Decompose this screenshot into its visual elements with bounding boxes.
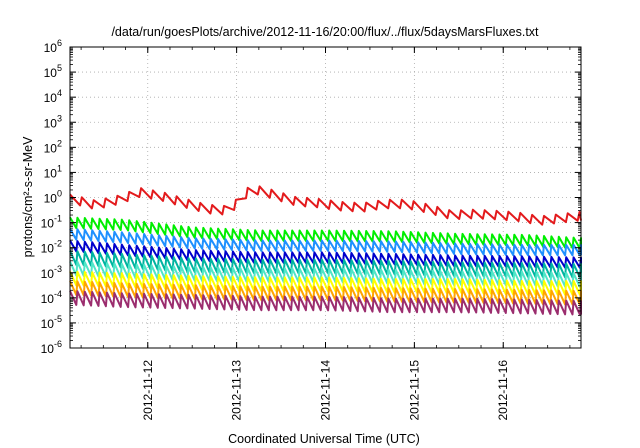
chart-title: /data/run/goesPlots/archive/2012-11-16/2… bbox=[111, 25, 539, 39]
y-tick-exponent: -2 bbox=[54, 239, 62, 249]
y-tick-base: 10 bbox=[41, 217, 55, 231]
y-tick-label: 101 bbox=[44, 163, 62, 180]
series-line-2 bbox=[69, 216, 582, 250]
y-tick-label: 10-5 bbox=[41, 314, 62, 331]
y-tick-exponent: -1 bbox=[54, 214, 62, 224]
y-tick-base: 10 bbox=[44, 91, 58, 105]
x-tick-label: 2012-11-12 bbox=[141, 360, 155, 421]
y-tick-exponent: 0 bbox=[57, 189, 62, 199]
series-lines bbox=[69, 185, 582, 316]
y-tick-exponent: -4 bbox=[54, 289, 62, 299]
y-tick-base: 10 bbox=[44, 141, 58, 155]
y-tick-base: 10 bbox=[41, 242, 55, 256]
y-tick-base: 10 bbox=[44, 66, 58, 80]
y-tick-label: 102 bbox=[44, 138, 62, 155]
y-tick-base: 10 bbox=[41, 292, 55, 306]
y-tick-base: 10 bbox=[44, 41, 58, 55]
y-tick-exponent: -3 bbox=[54, 264, 62, 274]
y-tick-label: 100 bbox=[44, 189, 62, 206]
y-tick-label: 103 bbox=[44, 113, 62, 130]
y-tick-label: 10-3 bbox=[41, 264, 62, 281]
series-line-1 bbox=[69, 185, 582, 226]
y-tick-base: 10 bbox=[41, 342, 55, 356]
y-tick-exponent: 1 bbox=[57, 163, 62, 173]
y-tick-exponent: 3 bbox=[57, 113, 62, 123]
y-tick-label: 104 bbox=[44, 88, 62, 105]
y-tick-label: 105 bbox=[44, 63, 62, 80]
y-tick-base: 10 bbox=[44, 192, 58, 206]
x-tick-label: 2012-11-13 bbox=[230, 360, 244, 421]
y-tick-exponent: 2 bbox=[57, 138, 62, 148]
y-tick-exponent: -6 bbox=[54, 339, 62, 349]
x-tick-label: 2012-11-14 bbox=[319, 360, 333, 421]
y-tick-exponent: -5 bbox=[54, 314, 62, 324]
x-axis-label: Coordinated Universal Time (UTC) bbox=[228, 432, 420, 446]
y-tick-exponent: 5 bbox=[57, 63, 62, 73]
y-tick-base: 10 bbox=[41, 317, 55, 331]
y-tick-base: 10 bbox=[44, 166, 58, 180]
y-tick-label: 10-6 bbox=[41, 339, 62, 356]
y-axis-label: protons/cm²-s-sr-MeV bbox=[21, 136, 35, 258]
x-tick-label: 2012-11-16 bbox=[496, 360, 510, 421]
y-tick-exponent: 4 bbox=[57, 88, 62, 98]
y-tick-base: 10 bbox=[41, 267, 55, 281]
ticks: 10-610-510-410-310-210-11001011021031041… bbox=[41, 38, 581, 421]
series-line-3 bbox=[69, 228, 582, 257]
x-tick-label: 2012-11-15 bbox=[407, 360, 421, 421]
series-line-9 bbox=[69, 290, 582, 316]
y-tick-exponent: 6 bbox=[57, 38, 62, 48]
y-tick-label: 10-1 bbox=[41, 214, 62, 231]
y-tick-label: 106 bbox=[44, 38, 62, 55]
y-tick-label: 10-2 bbox=[41, 239, 62, 256]
y-tick-base: 10 bbox=[44, 116, 58, 130]
y-tick-label: 10-4 bbox=[41, 289, 62, 306]
